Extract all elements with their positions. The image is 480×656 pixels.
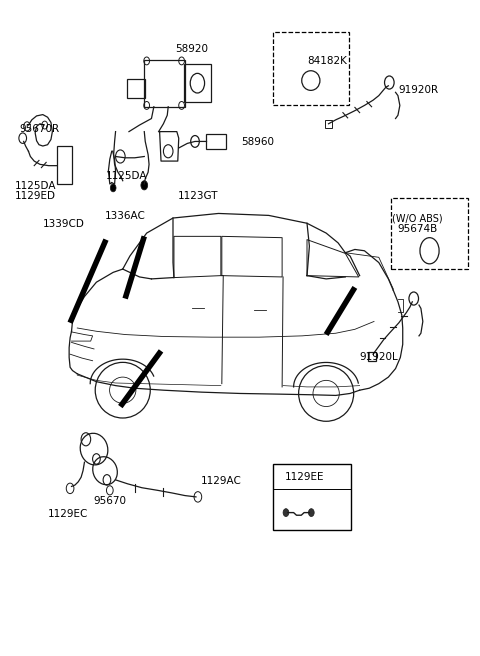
Text: 95674B: 95674B [397, 224, 437, 234]
Text: 58960: 58960 [241, 137, 274, 148]
Text: 1129EE: 1129EE [284, 472, 324, 482]
Text: (W/O ABS): (W/O ABS) [392, 213, 443, 223]
Text: 95670R: 95670R [20, 124, 60, 134]
Bar [273, 464, 351, 529]
Text: 1125DA: 1125DA [15, 180, 57, 190]
Bar [206, 134, 226, 149]
Text: 1129EC: 1129EC [48, 509, 88, 519]
Text: 58920: 58920 [176, 45, 209, 54]
Bar [325, 120, 332, 128]
Circle shape [283, 508, 289, 516]
Text: 1129AC: 1129AC [201, 476, 241, 486]
Text: 91920R: 91920R [398, 85, 438, 95]
Text: 1125DA: 1125DA [106, 171, 147, 181]
Bar [57, 146, 72, 184]
Bar [127, 79, 145, 98]
Text: 1336AC: 1336AC [105, 211, 146, 221]
Text: 1339CD: 1339CD [43, 219, 84, 229]
Bar [391, 198, 468, 269]
Circle shape [309, 508, 314, 516]
Text: 1123GT: 1123GT [178, 191, 218, 201]
Text: 1129ED: 1129ED [15, 191, 56, 201]
Circle shape [110, 184, 116, 192]
Text: 95670: 95670 [93, 496, 126, 506]
Bar [273, 32, 349, 106]
Bar [183, 64, 211, 102]
Bar [144, 60, 185, 107]
Text: 84182K: 84182K [307, 56, 347, 66]
Text: 91920L: 91920L [360, 352, 398, 362]
Bar [368, 352, 376, 361]
Circle shape [141, 180, 148, 190]
